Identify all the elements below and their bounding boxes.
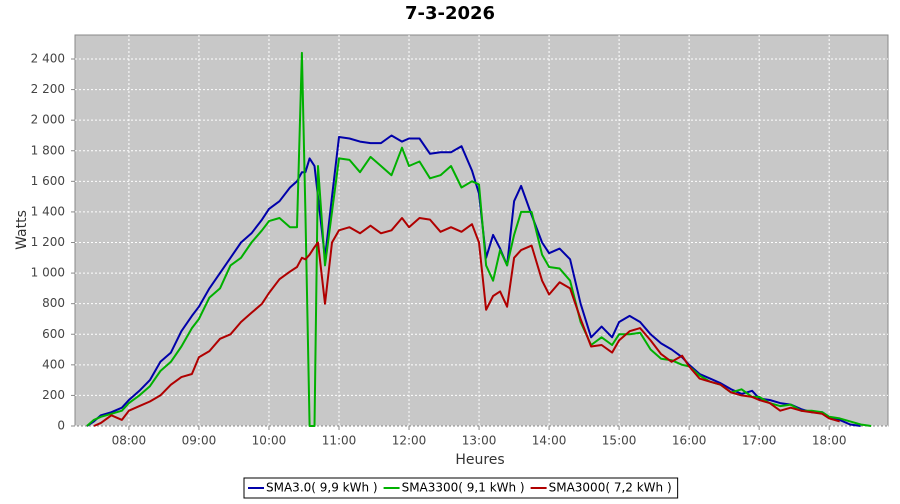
x-tick-label: 15:00 [602, 434, 637, 448]
x-tick-label: 17:00 [742, 434, 777, 448]
x-tick-label: 10:00 [252, 434, 287, 448]
y-tick-label: 1 200 [31, 235, 65, 249]
y-tick-label: 1 000 [31, 266, 65, 280]
y-tick-label: 800 [42, 296, 65, 310]
y-tick-label: 0 [57, 419, 65, 433]
y-tick-label: 1 600 [31, 174, 65, 188]
legend-label: SMA3000( 7,2 kWh ) [549, 481, 672, 495]
x-tick-label: 18:00 [812, 434, 847, 448]
x-tick-label: 14:00 [532, 434, 567, 448]
y-tick-label: 200 [42, 388, 65, 402]
series-line [86, 134, 861, 427]
y-tick-label: 2 400 [31, 52, 65, 66]
x-tick-label: 11:00 [322, 434, 357, 448]
legend: SMA3.0( 9,9 kWh ) SMA3300( 9,1 kWh ) SMA30… [243, 477, 679, 499]
y-tick-label: 600 [42, 327, 65, 341]
y-tick-label: 400 [42, 357, 65, 371]
plot-area [74, 34, 889, 427]
y-tick-label: 2 000 [31, 113, 65, 127]
x-axis-label: Heures [455, 452, 504, 468]
y-tick-label: 1 400 [31, 204, 65, 218]
x-tick-label: 12:00 [392, 434, 427, 448]
y-tick-label: 2 200 [31, 82, 65, 96]
x-tick-label: 16:00 [672, 434, 707, 448]
chart-title: 7-3-2026 [405, 3, 495, 24]
legend-box [243, 477, 679, 499]
series-line [93, 217, 840, 427]
y-axis-label: Watts [14, 210, 30, 250]
x-tick-label: 08:00 [112, 434, 147, 448]
legend-label: SMA3.0( 9,9 kWh ) [266, 481, 378, 495]
y-tick-label: 1 800 [31, 143, 65, 157]
x-tick-label: 09:00 [182, 434, 217, 448]
x-tick-label: 13:00 [462, 434, 497, 448]
legend-label: SMA3300( 9,1 kWh ) [402, 481, 525, 495]
